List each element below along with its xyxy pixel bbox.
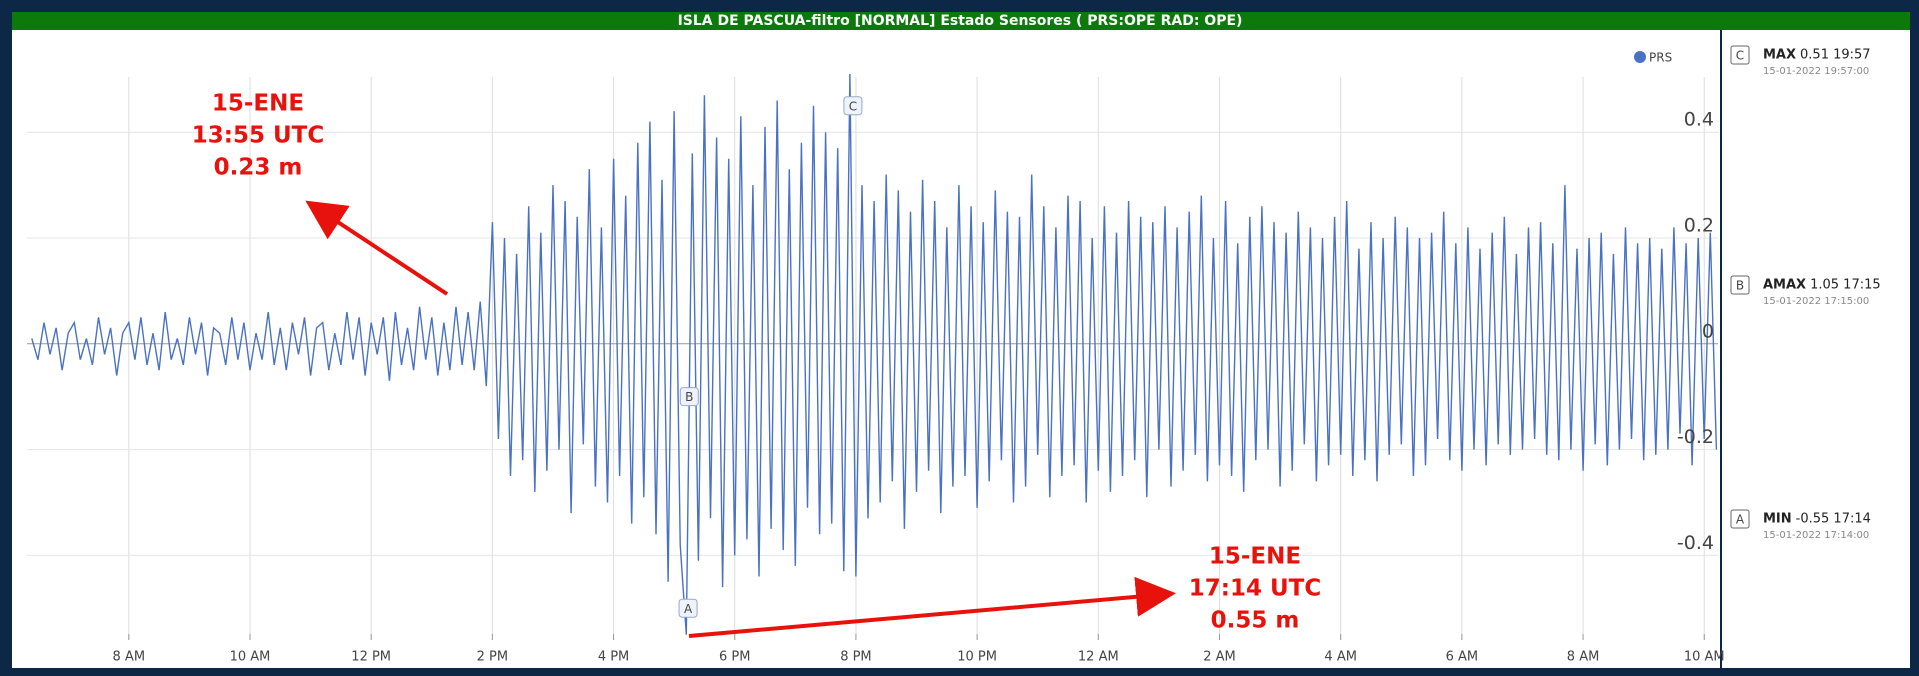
stat-name: AMAX: [1763, 278, 1806, 293]
x-tick-label: 10 AM: [230, 650, 271, 665]
x-tick-label: 10 AM: [1684, 650, 1725, 665]
x-tick-label: 10 PM: [957, 650, 997, 665]
annotation: 17:14 UTC: [1189, 576, 1321, 602]
stat-date: 15-01-2022 17:14:00: [1763, 530, 1869, 541]
stat-value: 1.05 17:15: [1810, 278, 1881, 293]
y-tick-label: -0.4: [1677, 532, 1714, 554]
x-tick-label: 6 AM: [1446, 650, 1479, 665]
stat-name: MIN: [1763, 512, 1792, 527]
stat-flag-box: [1730, 509, 1750, 529]
arrow: [688, 576, 1176, 638]
annotation: 0.23 m: [214, 155, 303, 181]
flag-box: [843, 96, 863, 116]
legend-swatch: [1634, 51, 1646, 63]
data-line: [31, 73, 1718, 635]
stat-flag-box: [1730, 45, 1750, 65]
legend-label: PRS: [1649, 51, 1672, 65]
side-panel: [1722, 30, 1910, 668]
stat-date: 15-01-2022 19:57:00: [1763, 66, 1869, 77]
x-tick-label: 12 AM: [1078, 650, 1119, 665]
flag-label: B: [685, 390, 693, 404]
x-tick-label: 8 AM: [1567, 650, 1600, 665]
stat-date: 15-01-2022 17:15:00: [1763, 296, 1869, 307]
y-tick-label: 0.2: [1684, 215, 1714, 237]
arrow: [305, 200, 449, 296]
annotation: 15-ENE: [212, 91, 304, 117]
stat-flag: C: [1736, 49, 1744, 63]
annotation: 0.55 m: [1211, 608, 1300, 634]
header-bar: [12, 12, 1910, 30]
x-tick-label: 8 AM: [113, 650, 146, 665]
x-tick-label: 4 AM: [1324, 650, 1357, 665]
stat-flag-box: [1730, 275, 1750, 295]
flag-label: C: [849, 99, 857, 113]
flag-label: A: [684, 602, 693, 616]
stat-value: 0.51 19:57: [1800, 48, 1871, 63]
stat-name: MAX: [1763, 48, 1796, 63]
stat-flag: A: [1736, 513, 1745, 527]
x-tick-label: 12 PM: [351, 650, 391, 665]
chart-title: ISLA DE PASCUA-filtro [NORMAL] Estado Se…: [678, 13, 1243, 29]
y-tick-label: 0.4: [1684, 109, 1714, 131]
x-tick-label: 4 PM: [598, 650, 629, 665]
x-tick-label: 8 PM: [840, 650, 871, 665]
x-tick-label: 2 AM: [1203, 650, 1236, 665]
stat-flag: B: [1736, 279, 1744, 293]
flag-box: [678, 598, 698, 618]
stat-value: -0.55 17:14: [1796, 512, 1871, 527]
y-tick-label: -0.2: [1677, 426, 1714, 448]
annotation: 15-ENE: [1209, 544, 1301, 570]
annotation: 13:55 UTC: [192, 123, 324, 149]
x-tick-label: 6 PM: [719, 650, 750, 665]
x-tick-label: 2 PM: [477, 650, 508, 665]
y-tick-label: 0: [1702, 320, 1714, 342]
flag-box: [679, 387, 699, 407]
